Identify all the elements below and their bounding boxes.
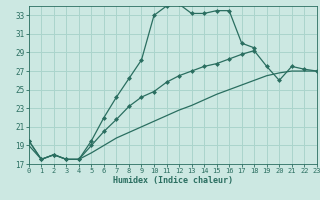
- X-axis label: Humidex (Indice chaleur): Humidex (Indice chaleur): [113, 176, 233, 185]
